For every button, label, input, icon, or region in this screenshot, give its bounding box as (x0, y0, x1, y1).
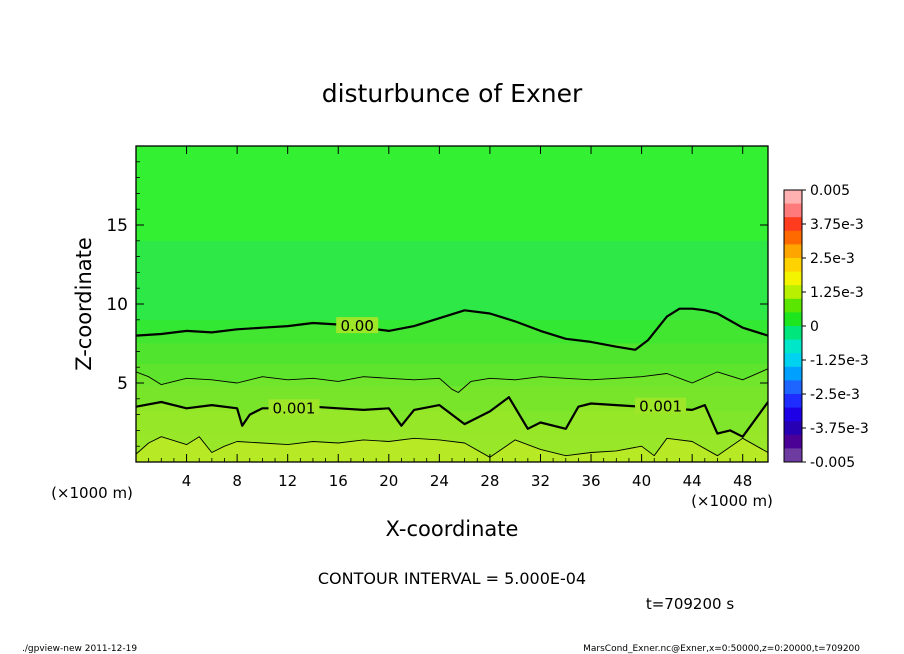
colorbar-label-5: -1.25e-3 (810, 353, 869, 369)
colorbar-segment-7 (784, 285, 802, 300)
colorbar-segment-9 (784, 312, 802, 327)
x-tick-label-8: 36 (581, 472, 600, 490)
y-tick-label-0: 5 (117, 374, 128, 394)
colorbar-segment-6 (784, 271, 802, 286)
contour-line-1 (136, 368, 768, 393)
colorbar-segment-4 (784, 244, 802, 259)
colorbar-segment-16 (784, 407, 802, 422)
x-tick-label-11: 48 (733, 472, 752, 490)
y-axis-label: Z-coordinate (72, 237, 96, 371)
x-tick-label-7: 32 (531, 472, 550, 490)
colorbar-segment-0 (784, 190, 802, 205)
colorbar-segment-13 (784, 366, 802, 381)
colorbar-segment-11 (784, 339, 802, 354)
x-tick-label-3: 16 (329, 472, 348, 490)
x-tick-label-2: 12 (278, 472, 297, 490)
x-axis: 4 8 12 16 20 24 28 32 36 40 44 48 (148, 146, 756, 490)
x-unit-left: (×1000 m) (51, 484, 133, 502)
colorbar-segment-17 (784, 421, 802, 436)
y-tick-label-1: 10 (106, 295, 128, 315)
colorbar-label-1: 3.75e-3 (810, 217, 864, 233)
colorbar: 0.005 3.75e-3 2.5e-3 1.25e-3 0 -1.25e-3 -2.5e-… (783, 183, 869, 471)
contour-label-2: 0.001 (639, 398, 682, 416)
x-unit-right: (×1000 m) (691, 492, 773, 510)
x-tick-label-1: 8 (232, 472, 242, 490)
colorbar-label-4: 0 (810, 319, 819, 335)
x-tick-label-5: 24 (430, 472, 449, 490)
colorbar-segment-12 (784, 353, 802, 368)
colorbar-segment-15 (784, 394, 802, 409)
x-tick-label-4: 20 (379, 472, 398, 490)
time-text: t=709200 s (646, 595, 734, 613)
x-axis-label: X-coordinate (386, 517, 519, 541)
colorbar-segment-5 (784, 258, 802, 273)
colorbar-segment-10 (784, 326, 802, 341)
y-axis: 5 10 15 (106, 161, 768, 447)
x-tick-label-10: 44 (683, 472, 702, 490)
chart-title: disturbunce of Exner (322, 79, 583, 108)
colorbar-segment-1 (784, 203, 802, 218)
contour-label-1: 0.001 (273, 399, 316, 417)
footer-left: ./gpview-new 2011-12-19 (22, 644, 137, 654)
colorbar-label-0: 0.005 (810, 183, 850, 199)
x-tick-label-9: 40 (632, 472, 651, 490)
colorbar-segment-19 (784, 448, 802, 463)
footer-right: MarsCond_Exner.nc@Exner,x=0:50000,z=0:20… (583, 644, 860, 654)
colorbar-label-6: -2.5e-3 (810, 387, 860, 403)
colorbar-label-3: 1.25e-3 (810, 285, 864, 301)
colorbar-label-2: 2.5e-3 (810, 251, 855, 267)
x-tick-label-0: 4 (182, 472, 192, 490)
contour-label-bg-1 (268, 399, 320, 416)
contour-label-bg-2 (635, 397, 687, 414)
color-field (136, 146, 768, 462)
contour-label-bg-0 (336, 317, 379, 334)
y-tick-label-2: 15 (106, 216, 128, 236)
x-tick-label-6: 28 (480, 472, 499, 490)
colorbar-segment-18 (784, 434, 802, 449)
colorbar-segment-3 (784, 230, 802, 245)
colorbar-label-8: -0.005 (810, 455, 855, 471)
contour-line-3 (136, 436, 768, 458)
colorbar-segment-8 (784, 298, 802, 313)
colorbar-label-7: -3.75e-3 (810, 421, 869, 437)
contour-fill-3 (136, 436, 768, 462)
colorbar-segment-14 (784, 380, 802, 395)
colorbar-segment-2 (784, 217, 802, 232)
contour-label-0: 0.00 (340, 317, 373, 335)
contour-labels: 0.00 0.001 0.001 (268, 317, 687, 417)
contour-interval-text: CONTOUR INTERVAL = 5.000E-04 (318, 569, 586, 588)
contour-line-0 (136, 307, 768, 351)
